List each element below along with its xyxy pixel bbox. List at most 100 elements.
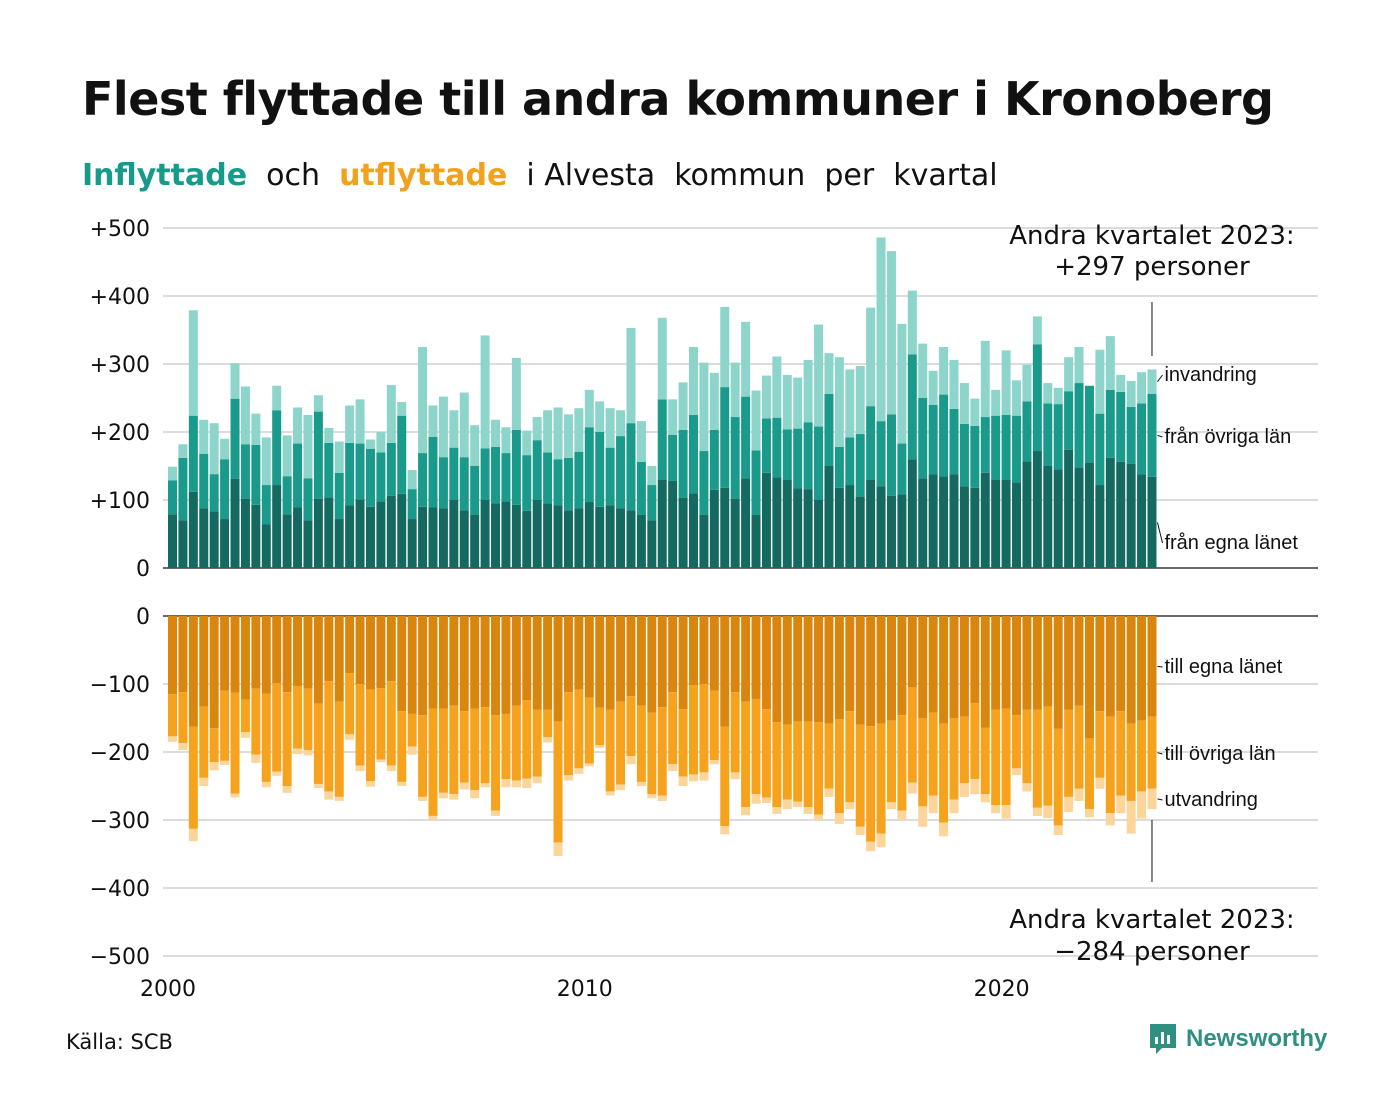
bar-in_invandring	[866, 307, 876, 407]
bar-in_ovriga	[480, 448, 490, 500]
bar-in_ovriga	[709, 429, 719, 490]
bar-out_utvandring	[918, 806, 928, 827]
bar-in_egna	[1147, 476, 1157, 568]
bar-out_ovriga	[595, 707, 605, 746]
bar-in_invandring	[709, 372, 719, 430]
bar-in_ovriga	[1095, 413, 1105, 486]
bar-in_egna	[866, 479, 876, 568]
bar-out_egna	[178, 616, 188, 693]
bar-in_ovriga	[636, 461, 646, 515]
bar-out_ovriga	[522, 700, 532, 779]
bar-in_ovriga	[407, 489, 417, 520]
label-leader-line	[1157, 665, 1163, 668]
bar-in_invandring	[293, 407, 303, 444]
bar-in_ovriga	[595, 432, 605, 507]
bar-in_ovriga	[866, 406, 876, 480]
x-tick-label: 2020	[974, 977, 1030, 1002]
bar-in_ovriga	[1137, 403, 1147, 475]
bar-in_egna	[574, 508, 584, 568]
bar-in_ovriga	[240, 444, 250, 499]
bar-out_utvandring	[636, 781, 646, 786]
bar-out_egna	[501, 616, 511, 714]
bar-in_ovriga	[324, 442, 334, 498]
bar-out_egna	[522, 616, 532, 701]
bar-in_ovriga	[1022, 401, 1032, 462]
bar-out_utvandring	[168, 736, 177, 742]
bar-in_ovriga	[949, 408, 959, 475]
bar-in_ovriga	[491, 446, 501, 504]
bar-in_invandring	[491, 419, 501, 447]
bar-in_invandring	[907, 290, 917, 355]
bar-out_ovriga	[563, 692, 573, 776]
bar-in_invandring	[334, 441, 344, 473]
bar-out_ovriga	[501, 713, 511, 780]
annotation-bottom-line2: −284 personer	[1054, 937, 1250, 967]
bar-in_egna	[334, 519, 344, 568]
bar-out_ovriga	[814, 722, 824, 815]
bar-out_utvandring	[220, 760, 230, 765]
bar-out_utvandring	[470, 790, 480, 799]
brand-name: Newsworthy	[1186, 1025, 1328, 1052]
bar-in_egna	[365, 506, 375, 568]
bar-in_ovriga	[188, 415, 198, 492]
bar-out_utvandring	[1064, 796, 1074, 812]
bar-in_egna	[303, 520, 313, 568]
bar-out_egna	[1012, 616, 1022, 716]
bar-in_ovriga	[678, 429, 688, 498]
bar-out_utvandring	[886, 802, 896, 810]
bar-out_utvandring	[199, 777, 209, 786]
bar-out_egna	[741, 616, 751, 702]
bar-in_ovriga	[720, 387, 730, 488]
bar-out_ovriga	[772, 722, 782, 808]
bar-in_egna	[616, 508, 626, 568]
bar-in_invandring	[689, 347, 698, 415]
bar-in_egna	[689, 493, 698, 568]
bar-out_utvandring	[605, 791, 615, 796]
bar-in_ovriga	[730, 417, 740, 499]
bar-out_utvandring	[1105, 813, 1115, 826]
bar-out_utvandring	[418, 796, 428, 801]
bar-out_ovriga	[1043, 706, 1053, 806]
bar-in_egna	[626, 510, 636, 568]
label-leader-line	[1157, 374, 1163, 382]
bar-out_ovriga	[741, 701, 751, 808]
bar-out_ovriga	[636, 705, 646, 782]
bar-out_egna	[240, 616, 250, 700]
bar-in_invandring	[365, 439, 375, 449]
bar-in_ovriga	[886, 414, 896, 496]
bar-out_egna	[897, 616, 907, 716]
bar-in_invandring	[459, 392, 469, 458]
bar-out_utvandring	[324, 791, 334, 800]
bar-out_egna	[1116, 616, 1126, 712]
bar-out_utvandring	[907, 782, 917, 794]
subtitle-rest: i Alvesta kommun per kvartal	[507, 158, 998, 193]
bar-out_utvandring	[647, 794, 657, 799]
bar-in_egna	[272, 485, 282, 568]
bar-out_utvandring	[511, 780, 521, 788]
bar-in_egna	[491, 503, 501, 568]
bar-out_utvandring	[553, 842, 563, 857]
bar-out_ovriga	[761, 709, 771, 798]
bar-in_egna	[230, 478, 240, 568]
bar-in_invandring	[1022, 364, 1032, 402]
bar-in_invandring	[636, 421, 646, 462]
bar-out_utvandring	[376, 759, 386, 763]
bar-out_utvandring	[491, 810, 501, 816]
bar-in_ovriga	[449, 447, 459, 500]
bar-in_invandring	[272, 385, 282, 411]
bar-in_invandring	[386, 385, 396, 443]
bar-in_egna	[793, 488, 803, 568]
label-leader-line	[1157, 752, 1163, 755]
bar-in_ovriga	[657, 399, 667, 480]
bar-in_egna	[1074, 467, 1084, 568]
bar-in_invandring	[751, 390, 761, 451]
bar-out_egna	[1126, 616, 1136, 724]
bar-in_egna	[678, 497, 688, 568]
bar-out_ovriga	[709, 690, 719, 761]
series-label-out_utvandring: utvandring	[1164, 789, 1257, 811]
bar-out_utvandring	[188, 828, 198, 842]
bar-out_egna	[709, 616, 719, 691]
bar-in_ovriga	[1064, 391, 1074, 450]
bar-out_utvandring	[626, 756, 636, 765]
bar-out_ovriga	[699, 684, 709, 773]
